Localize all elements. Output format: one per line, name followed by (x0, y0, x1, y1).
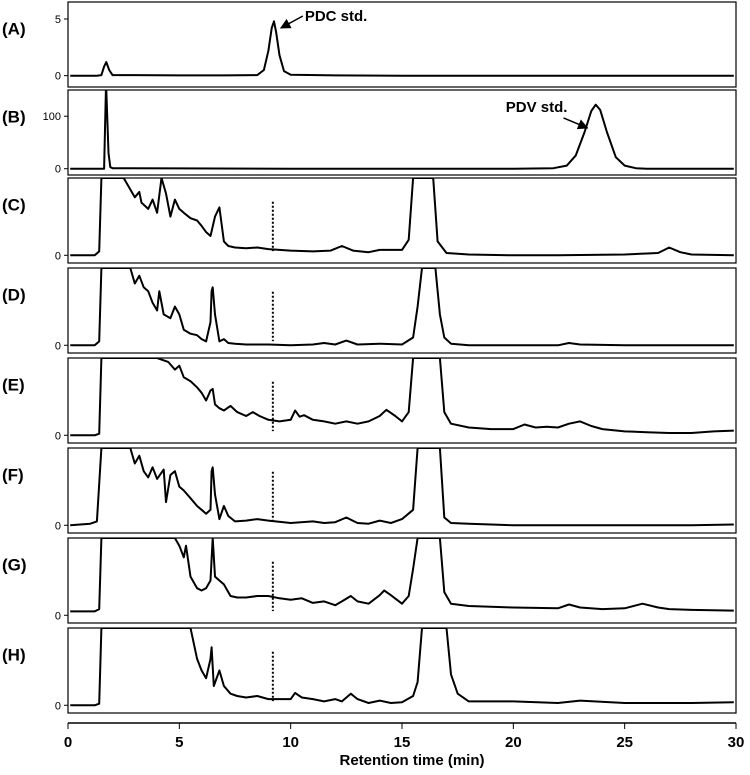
chromatogram-trace (70, 448, 734, 527)
y-tick-label: 0 (55, 250, 61, 262)
y-tick-label: 0 (55, 71, 61, 83)
chromatogram-trace (70, 20, 734, 77)
panel-label: (B) (2, 108, 26, 127)
panel-label: (A) (2, 20, 26, 39)
panel-frame (67, 1, 737, 88)
panel-frame (67, 89, 737, 176)
x-tick-label: 10 (282, 734, 299, 751)
y-tick-label: 100 (43, 111, 61, 123)
panel-frame (67, 537, 737, 624)
x-tick-label: 15 (394, 734, 411, 751)
panel-label: (E) (2, 376, 25, 395)
panel-c: (C) 0 (2, 177, 737, 264)
x-tick-label: 25 (616, 734, 633, 751)
panel-frame (67, 627, 737, 714)
chromatogram-trace (70, 268, 734, 347)
panel-label: (C) (2, 196, 26, 215)
panel-frame (67, 357, 737, 444)
peak-annotation: PDV std. (506, 99, 589, 130)
x-axis-title: Retention time (min) (340, 752, 485, 769)
x-tick-label: 0 (64, 734, 72, 751)
annotation-label: PDC std. (305, 8, 368, 25)
y-tick-label: 0 (55, 520, 61, 532)
chromatogram-trace (70, 178, 734, 257)
y-tick-label: 0 (55, 610, 61, 622)
annotation-label: PDV std. (506, 99, 568, 116)
y-tick-label: 5 (55, 14, 61, 26)
panel-d: (D) 0 (2, 267, 737, 354)
chromatogram-trace (70, 538, 734, 613)
x-tick-label: 30 (728, 734, 745, 751)
y-tick-label: 0 (55, 340, 61, 352)
panel-g: (G) 0 (2, 537, 737, 624)
panel-frame (67, 267, 737, 354)
panel-label: (H) (2, 646, 26, 665)
panel-label: (D) (2, 286, 26, 305)
chromatogram-trace (70, 358, 734, 437)
chromatogram-trace (70, 90, 734, 170)
panel-label: (F) (2, 466, 24, 485)
chromatogram-trace (70, 628, 734, 707)
x-tick-label: 5 (175, 734, 183, 751)
panel-e: (E) 0 (2, 357, 737, 444)
panel-h: (H) 0 (2, 627, 737, 714)
annotation-arrow (563, 117, 589, 130)
annotation-arrow (279, 15, 304, 29)
panel-b: (B) 0 100 PDV std. (2, 89, 737, 176)
y-tick-label: 0 (55, 164, 61, 176)
panel-f: (F) 0 (2, 447, 737, 534)
panel-a: (A) 0 5 PDC std. (2, 1, 737, 88)
y-tick-label: 0 (55, 430, 61, 442)
y-tick-label: 0 (55, 700, 61, 712)
x-tick-label: 20 (505, 734, 522, 751)
panel-frame (67, 447, 737, 534)
x-axis: 0 5 10 15 20 25 30 Retention time (min) (64, 722, 745, 769)
panel-label: (G) (2, 556, 27, 575)
peak-annotation: PDC std. (279, 8, 368, 29)
panel-frame (67, 177, 737, 264)
